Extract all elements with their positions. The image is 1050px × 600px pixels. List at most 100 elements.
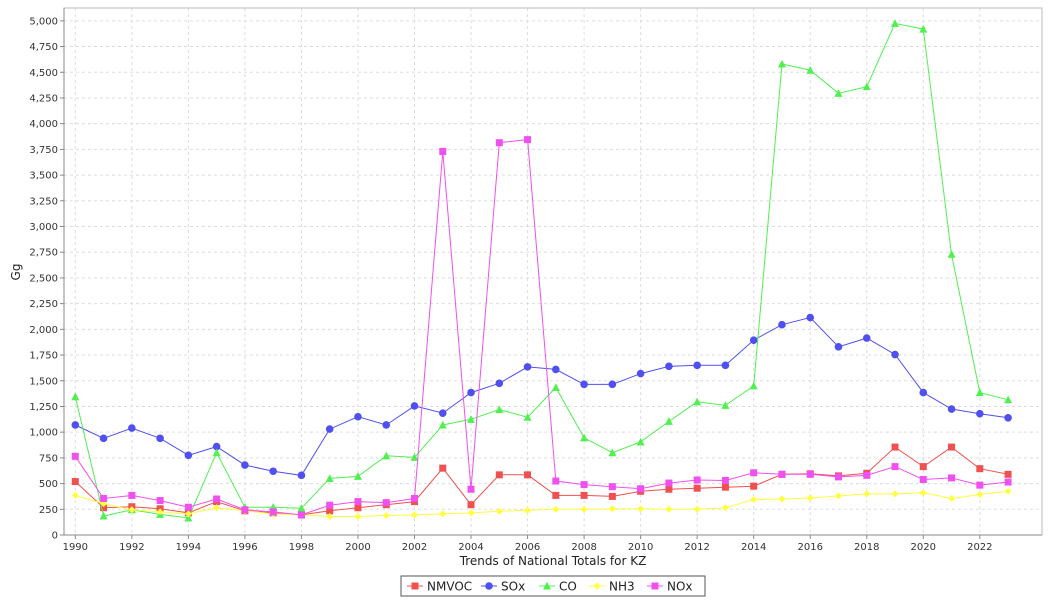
axes: 0 250 500 750 1,000 1,250 1,500 1,750 2,000 2,250… [29, 7, 1043, 553]
data-point-co [947, 250, 956, 258]
legend-label-nmvoc: NMVOC [427, 580, 472, 594]
data-point-sox [891, 350, 899, 359]
y-tick-label: 1,000 [29, 428, 58, 439]
y-tick-label: 1,750 [29, 351, 58, 362]
x-tick-label: 2020 [911, 542, 936, 553]
data-point-nh3 [891, 490, 899, 498]
x-tick-label: 2018 [854, 542, 879, 553]
series-line-sox [75, 316, 1009, 476]
data-point-co [1004, 395, 1013, 404]
data-point-nox [721, 477, 729, 485]
data-point-nox [439, 147, 447, 155]
data-point-co [806, 66, 815, 74]
legend-marker-co [543, 581, 551, 590]
legend-item-nh3: NH3 [589, 580, 635, 594]
y-tick-label: 2,500 [29, 273, 58, 284]
data-point-nmvoc [1004, 470, 1012, 478]
data-point-co [297, 504, 306, 512]
data-point-nox [919, 475, 927, 483]
data-point-nh3 [71, 491, 79, 499]
data-point-nmvoc [354, 504, 362, 512]
x-tick-label: 2016 [797, 542, 822, 553]
data-point-nh3 [326, 512, 334, 520]
data-point-nh3 [693, 505, 701, 513]
plot-background [64, 8, 1042, 535]
series-line-nox [74, 139, 1009, 516]
series-line-co [74, 22, 1009, 519]
data-point-sox [438, 409, 447, 417]
data-point-nh3 [637, 505, 645, 513]
data-point-nox [891, 463, 899, 471]
data-point-sox [749, 336, 758, 344]
data-point-co [862, 82, 871, 91]
data-point-nox [241, 506, 249, 514]
y-tick-label: 3,000 [29, 222, 58, 233]
data-point-sox [354, 412, 362, 421]
data-point-nmvoc [439, 464, 447, 472]
data-point-nox [495, 139, 503, 147]
data-point-co [212, 448, 221, 457]
data-point-sox [212, 442, 221, 451]
data-point-nh3 [495, 507, 503, 515]
data-point-nmvoc [524, 471, 532, 479]
data-point-nox [326, 501, 334, 509]
data-point-co [410, 453, 419, 461]
data-point-nh3 [976, 490, 984, 498]
x-axis-title: Trends of National Totals for KZ [459, 554, 647, 568]
data-point-nh3 [1004, 487, 1012, 495]
data-point-nmvoc [693, 484, 701, 492]
data-point-sox [976, 409, 984, 418]
data-point-co [353, 472, 362, 480]
data-point-co [636, 437, 645, 446]
data-point-nmvoc [919, 463, 927, 471]
y-tick-label: 2,250 [29, 299, 58, 310]
y-tick-label: 3,250 [29, 196, 58, 207]
data-point-sox [156, 434, 164, 443]
data-point-nox [834, 473, 842, 481]
data-point-co [721, 401, 730, 409]
x-tick-label: 2014 [741, 542, 766, 553]
data-point-co [438, 420, 447, 429]
data-point-co [382, 451, 391, 460]
data-point-nmvoc [721, 483, 729, 491]
legend-marker-nox [651, 582, 659, 590]
data-point-sox [721, 361, 730, 370]
x-tick-label: 2004 [458, 542, 483, 553]
data-point-nh3 [806, 494, 814, 502]
data-point-nox [637, 485, 645, 493]
data-point-nmvoc [948, 443, 956, 451]
data-point-nh3 [382, 511, 390, 519]
series-nox [71, 136, 1012, 519]
series-nh3 [71, 487, 1012, 520]
data-point-co [834, 89, 843, 97]
data-point-sox [71, 421, 80, 429]
data-point-nh3 [665, 505, 673, 513]
y-tick-label: 3,500 [29, 171, 58, 182]
y-tick-label: 1,500 [29, 376, 58, 387]
data-point-nmvoc [71, 478, 79, 486]
data-point-nh3 [948, 494, 956, 502]
data-point-co [693, 397, 702, 406]
grid-lines [64, 8, 1042, 536]
data-point-sox [665, 362, 673, 371]
data-point-nh3 [580, 505, 588, 513]
data-point-co [495, 405, 504, 414]
data-point-sox [693, 361, 701, 370]
data-point-nmvoc [750, 482, 758, 490]
data-point-nh3 [524, 506, 532, 514]
series-layer [71, 19, 1013, 522]
data-point-co [975, 388, 984, 397]
legend-label-nox: NOx [667, 580, 693, 594]
data-point-sox [99, 434, 108, 443]
data-point-nmvoc [665, 485, 673, 493]
y-tick-label: 4,500 [29, 68, 58, 79]
data-point-sox [184, 451, 193, 460]
y-tick-label: 0 [52, 531, 58, 542]
data-point-nmvoc [100, 504, 108, 512]
data-point-nh3 [919, 489, 927, 497]
data-point-nox [410, 494, 418, 502]
y-tick-label: 5,000 [29, 16, 58, 27]
x-tick-label: 1992 [119, 542, 144, 553]
data-point-nh3 [439, 510, 447, 518]
x-tick-label: 2022 [967, 542, 992, 553]
